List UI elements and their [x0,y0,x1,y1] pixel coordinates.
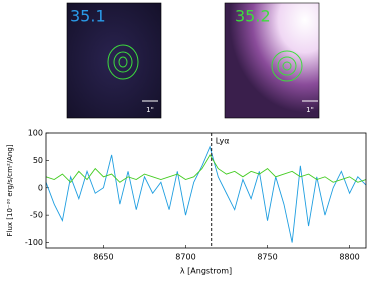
annotation-label: Lyα [216,137,230,146]
y-tick-label: 50 [33,156,43,165]
spectrum-line [45,154,367,183]
panel-label: 35.2 [235,7,271,26]
y-axis-label: Flux [10⁻²⁰ erg/s/cm²/Ang] [6,144,14,236]
scale-label: 1" [306,106,314,114]
scale-label: 1" [146,106,154,114]
spectrum-chart: -100 -50 0 50 100 8650 8700 8750 8800 Lyα λ [Angst… [6,129,367,276]
y-tick-label: 100 [28,129,43,138]
y-tick-label: 0 [38,183,43,192]
image-panel: 35.2 1" [224,2,320,119]
plot-frame [45,132,367,249]
x-tick-label: 8700 [175,253,195,262]
spectrum-line [45,145,367,243]
x-tick-label: 8750 [257,253,277,262]
x-tick-label: 8800 [339,253,359,262]
y-tick-label: -100 [25,238,43,247]
x-tick-label: 8650 [93,253,113,262]
y-tick-label: -50 [30,211,43,220]
panel-label: 35.1 [70,7,106,26]
x-axis-label: λ [Angstrom] [180,267,232,276]
image-panel: 35.1 1" [66,2,162,119]
